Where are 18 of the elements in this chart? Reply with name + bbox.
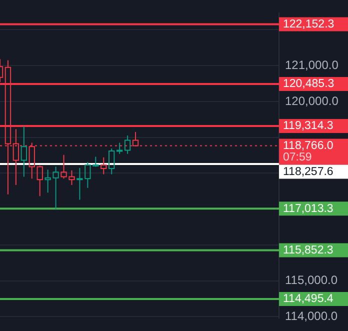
candlestick <box>108 148 115 175</box>
y-tick-label: 120,000.0 <box>285 94 339 108</box>
candlestick <box>100 156 107 175</box>
candlestick <box>116 142 123 154</box>
candlestick <box>36 165 43 197</box>
ref-line-label: 119,314.3 <box>283 120 334 132</box>
text: 07:59 <box>283 151 312 164</box>
ref-line-label: 120,485.3 <box>283 78 334 90</box>
ref-line-label: 117,013.3 <box>283 202 334 215</box>
ref-line-label: 115,852.3 <box>283 244 334 256</box>
ref-line-label: 118,257.6 <box>283 166 334 178</box>
y-tick-label: 115,000.0 <box>285 273 338 288</box>
ref-line-label: 114,495.4 <box>283 293 334 306</box>
candlestick <box>20 126 28 178</box>
ref-line-label: 118,766.0 <box>283 140 334 152</box>
y-tick-label: 121,000.0 <box>285 58 339 72</box>
ref-line-label: 122,152.3 <box>283 18 334 30</box>
y-tick-label: 114,000.0 <box>285 309 338 324</box>
